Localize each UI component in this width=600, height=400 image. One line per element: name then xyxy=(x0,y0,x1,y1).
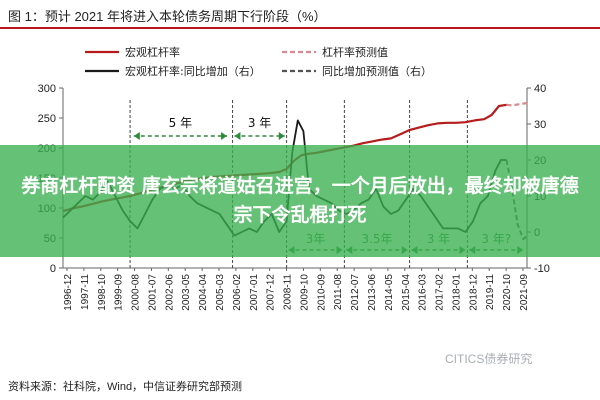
x-tick-label: 2013-06 xyxy=(367,274,378,311)
x-tick-label: 2021-09 xyxy=(519,274,530,311)
x-tick-label: 2006-02 xyxy=(232,274,243,311)
x-tick-label: 1999-09 xyxy=(114,274,125,311)
x-tick-label: 2019-11 xyxy=(485,274,496,310)
legend-label: 同比增加预测值（右） xyxy=(322,64,432,78)
chart-title: 图 1：预计 2021 年将进入本轮债务周期下行阶段（%） xyxy=(8,9,327,24)
right-tick-label: -10 xyxy=(534,263,550,275)
annotation-arrowhead xyxy=(220,132,227,140)
left-tick-label: 300 xyxy=(38,83,56,95)
left-tick-label: 250 xyxy=(38,113,56,125)
x-tick-label: 2018-01 xyxy=(451,274,462,311)
x-tick-label: 2011-08 xyxy=(333,274,344,310)
annotation-arrowhead xyxy=(234,132,241,140)
x-tick-label: 2000-08 xyxy=(131,274,142,311)
annotation-arrowhead xyxy=(278,132,285,140)
x-tick-label: 1997-11 xyxy=(80,274,91,310)
series-line xyxy=(506,101,528,107)
x-tick-label: 2007-12 xyxy=(266,274,277,311)
x-tick-label: 2010-09 xyxy=(316,274,327,311)
x-tick-label: 2005-03 xyxy=(215,274,226,311)
x-tick-label: 2017-02 xyxy=(435,274,446,311)
overlay-banner: 券商杠杆配资 唐玄宗将道姑召进宫，一个月后放出，最终却被唐德宗下令乱棍打死 xyxy=(0,145,600,257)
banner-text: 券商杠杆配资 唐玄宗将道姑召进宫，一个月后放出，最终却被唐德宗下令乱棍打死 xyxy=(21,174,579,226)
annotation-label: 5 年 xyxy=(169,116,192,130)
source-note: 资料来源：社科院，Wind，中信证券研究部预测 xyxy=(8,381,243,393)
legend-label: 宏观杠杆率 xyxy=(125,45,180,59)
right-tick-label: 30 xyxy=(534,119,546,131)
x-tick-label: 2003-05 xyxy=(181,274,192,311)
annotation-arrowhead xyxy=(133,132,140,140)
x-tick-label: 2008-11 xyxy=(283,274,294,310)
x-tick-label: 2016-03 xyxy=(418,274,429,311)
x-tick-label: 1998-10 xyxy=(97,274,108,311)
x-tick-label: 2020-10 xyxy=(502,274,513,311)
x-tick-label: 2014-05 xyxy=(384,274,395,311)
x-tick-label: 2012-07 xyxy=(350,274,361,311)
x-tick-label: 2015-04 xyxy=(401,274,412,311)
x-tick-label: 2004-04 xyxy=(198,274,209,311)
x-tick-label: 2018-12 xyxy=(468,274,479,311)
left-tick-label: 0 xyxy=(50,263,56,275)
title-rule xyxy=(0,27,600,29)
legend-label: 宏观杠杆率:同比增加（右） xyxy=(125,64,261,78)
x-tick-label: 2007-01 xyxy=(249,274,260,311)
x-tick-label: 2002-06 xyxy=(164,274,175,311)
watermark: CITICS债券研究 xyxy=(445,352,533,366)
legend-label: 杠杆率预测值 xyxy=(322,45,388,59)
right-tick-label: 40 xyxy=(534,83,546,95)
x-tick-label: 2009-10 xyxy=(299,274,310,311)
x-tick-label: 2001-07 xyxy=(147,274,158,311)
x-tick-label: 1996-12 xyxy=(63,274,74,311)
annotation-label: 3 年 xyxy=(248,116,271,130)
